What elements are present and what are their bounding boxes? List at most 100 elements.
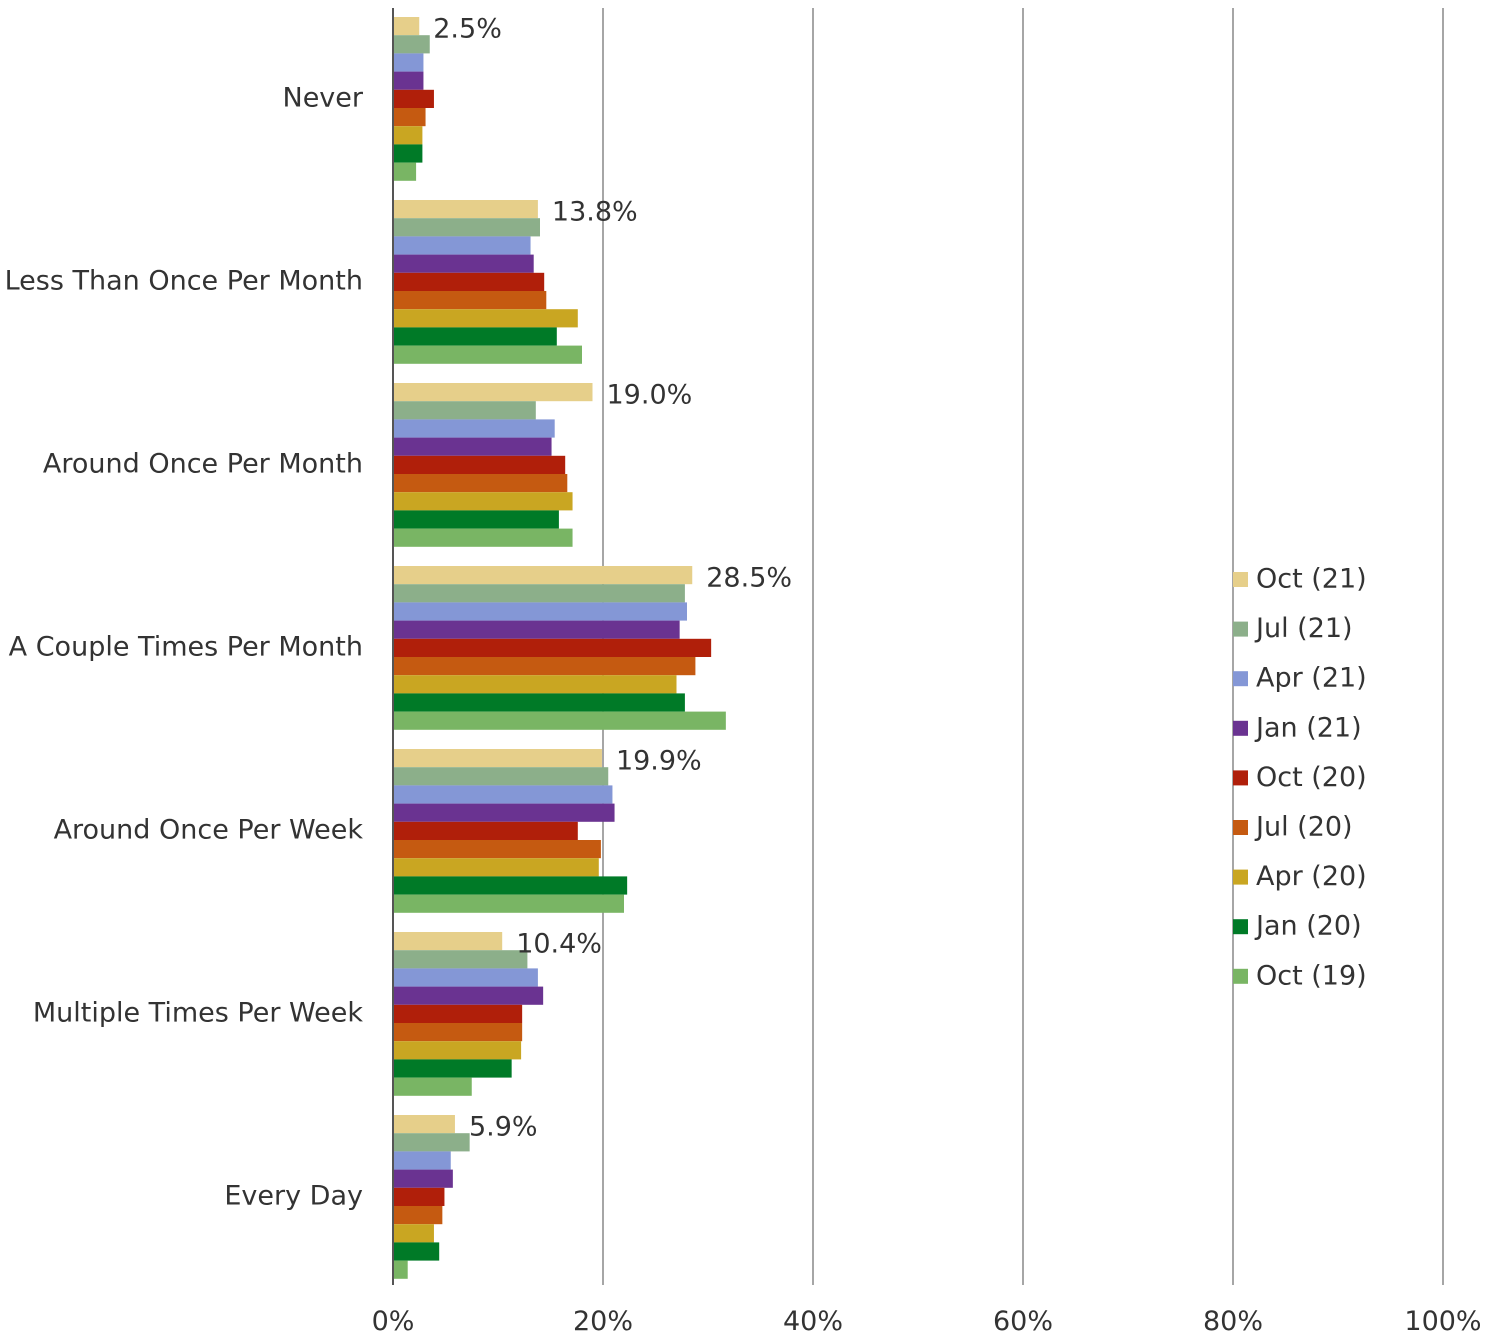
legend-label-jul-20: Jul (20) xyxy=(1254,812,1353,843)
bar-a-couple-times-per-month-jul-21 xyxy=(393,584,685,603)
bar-every-day-jan-20 xyxy=(393,1242,440,1261)
bar-around-once-per-month-jul-21 xyxy=(393,401,536,420)
category-label-every-day: Every Day xyxy=(224,1180,363,1211)
legend-label-apr-20: Apr (20) xyxy=(1256,861,1367,892)
bar-less-than-once-per-month-oct-20 xyxy=(393,272,545,291)
bar-less-than-once-per-month-jul-21 xyxy=(393,218,540,237)
bar-every-day-jul-20 xyxy=(393,1206,443,1225)
data-label-around-once-per-week: 19.9% xyxy=(616,746,702,777)
bar-less-than-once-per-month-jan-20 xyxy=(393,327,557,346)
legend-label-jul-21: Jul (21) xyxy=(1254,613,1353,644)
legend-swatch-apr-20 xyxy=(1233,869,1248,885)
category-label-around-once-per-week: Around Once Per Week xyxy=(54,814,364,845)
category-label-a-couple-times-per-month: A Couple Times Per Month xyxy=(9,631,363,662)
gridlines xyxy=(602,8,1444,1285)
x-tick-label-100: 100% xyxy=(1404,1306,1481,1337)
legend: Oct (21) Jul (21) Apr (21) Jan (21) Oct (20)… xyxy=(1233,564,1367,991)
data-label-around-once-per-month: 19.0% xyxy=(607,380,693,411)
legend-swatch-jul-21 xyxy=(1233,621,1248,637)
bar-multiple-times-per-week-jul-20 xyxy=(393,1023,523,1042)
bar-a-couple-times-per-month-oct-20 xyxy=(393,638,712,657)
legend-label-oct-21: Oct (21) xyxy=(1256,564,1367,595)
x-tick-label-80: 80% xyxy=(1203,1306,1263,1337)
bar-around-once-per-month-jan-21 xyxy=(393,437,552,456)
bar-around-once-per-week-jul-21 xyxy=(393,767,609,786)
category-labels: Never Less Than Once Per Month Around Once… xyxy=(5,82,364,1211)
bar-less-than-once-per-month-jan-21 xyxy=(393,254,534,273)
bar-around-once-per-month-oct-19 xyxy=(393,528,573,547)
category-label-never: Never xyxy=(283,82,364,113)
legend-swatch-oct-20 xyxy=(1233,770,1248,786)
x-tick-label-20: 20% xyxy=(573,1306,633,1337)
bar-multiple-times-per-week-apr-20 xyxy=(393,1041,522,1060)
bar-multiple-times-per-week-jan-20 xyxy=(393,1059,512,1078)
category-label-around-once-per-month: Around Once Per Month xyxy=(43,448,363,479)
legend-label-apr-21: Apr (21) xyxy=(1256,663,1367,694)
bar-around-once-per-week-apr-21 xyxy=(393,785,613,804)
legend-swatch-apr-21 xyxy=(1233,671,1248,687)
bar-every-day-apr-20 xyxy=(393,1224,434,1243)
bar-never-oct-19 xyxy=(393,162,417,181)
data-label-every-day: 5.9% xyxy=(469,1112,538,1143)
bar-every-day-jan-21 xyxy=(393,1169,453,1188)
legend-swatch-jan-21 xyxy=(1233,720,1248,736)
data-label-never: 2.5% xyxy=(433,14,502,45)
bar-around-once-per-week-jan-21 xyxy=(393,803,615,822)
bar-every-day-apr-21 xyxy=(393,1151,451,1170)
bar-never-apr-21 xyxy=(393,53,424,72)
bar-a-couple-times-per-month-oct-19 xyxy=(393,711,726,730)
bar-multiple-times-per-week-oct-19 xyxy=(393,1077,472,1096)
bar-never-jul-20 xyxy=(393,108,426,127)
bar-around-once-per-month-apr-21 xyxy=(393,419,555,438)
bar-every-day-oct-21 xyxy=(393,1115,455,1134)
x-tick-label-60: 60% xyxy=(993,1306,1053,1337)
bar-around-once-per-month-jan-20 xyxy=(393,510,559,529)
data-labels: 2.5% 13.8% 19.0% 28.5% 19.9% 10.4% 5.9% xyxy=(433,14,792,1143)
bar-multiple-times-per-week-jul-21 xyxy=(393,950,528,969)
legend-swatch-oct-19 xyxy=(1233,968,1248,984)
bar-around-once-per-week-jul-20 xyxy=(393,840,601,859)
legend-label-oct-19: Oct (19) xyxy=(1256,960,1367,991)
bar-around-once-per-week-oct-19 xyxy=(393,894,624,913)
bar-around-once-per-week-oct-20 xyxy=(393,821,578,840)
bar-around-once-per-month-oct-20 xyxy=(393,455,566,474)
bar-a-couple-times-per-month-jan-21 xyxy=(393,620,680,639)
bar-every-day-oct-19 xyxy=(393,1260,408,1279)
bar-a-couple-times-per-month-apr-21 xyxy=(393,602,687,621)
category-label-less-than-once-per-month: Less Than Once Per Month xyxy=(5,265,363,296)
bar-less-than-once-per-month-jul-20 xyxy=(393,291,547,310)
legend-swatch-jul-20 xyxy=(1233,820,1248,835)
bar-multiple-times-per-week-oct-21 xyxy=(393,932,503,951)
x-tick-label-40: 40% xyxy=(783,1306,843,1337)
bar-a-couple-times-per-month-jul-20 xyxy=(393,657,696,676)
x-tick-label-0: 0% xyxy=(372,1306,415,1337)
legend-swatch-jan-20 xyxy=(1233,919,1248,935)
bar-never-oct-20 xyxy=(393,89,434,108)
bar-around-once-per-week-apr-20 xyxy=(393,858,599,877)
bar-a-couple-times-per-month-jan-20 xyxy=(393,693,685,712)
bar-around-once-per-month-oct-21 xyxy=(393,383,593,402)
bar-multiple-times-per-week-jan-21 xyxy=(393,986,544,1005)
data-label-multiple-times-per-week: 10.4% xyxy=(516,929,602,960)
bar-around-once-per-month-jul-20 xyxy=(393,474,568,493)
bar-every-day-jul-21 xyxy=(393,1133,470,1152)
legend-label-jan-21: Jan (21) xyxy=(1254,712,1362,743)
x-tick-labels: 0% 20% 40% 60% 80% 100% xyxy=(372,1306,1482,1337)
legend-label-jan-20: Jan (20) xyxy=(1254,911,1362,942)
bar-less-than-once-per-month-oct-19 xyxy=(393,345,582,364)
bar-a-couple-times-per-month-apr-20 xyxy=(393,675,677,694)
data-label-less-than-once-per-month: 13.8% xyxy=(552,197,638,228)
bar-never-apr-20 xyxy=(393,126,423,145)
data-label-a-couple-times-per-month: 28.5% xyxy=(706,563,792,594)
category-label-multiple-times-per-week: Multiple Times Per Week xyxy=(33,997,364,1028)
bar-multiple-times-per-week-oct-20 xyxy=(393,1004,523,1023)
bar-never-jan-20 xyxy=(393,144,423,163)
bar-never-jul-21 xyxy=(393,35,430,54)
bar-around-once-per-week-jan-20 xyxy=(393,876,628,895)
bar-around-once-per-week-oct-21 xyxy=(393,749,602,768)
legend-swatch-oct-21 xyxy=(1233,572,1248,587)
bar-every-day-oct-20 xyxy=(393,1187,445,1206)
bar-less-than-once-per-month-oct-21 xyxy=(393,200,538,219)
bar-around-once-per-month-apr-20 xyxy=(393,492,573,511)
